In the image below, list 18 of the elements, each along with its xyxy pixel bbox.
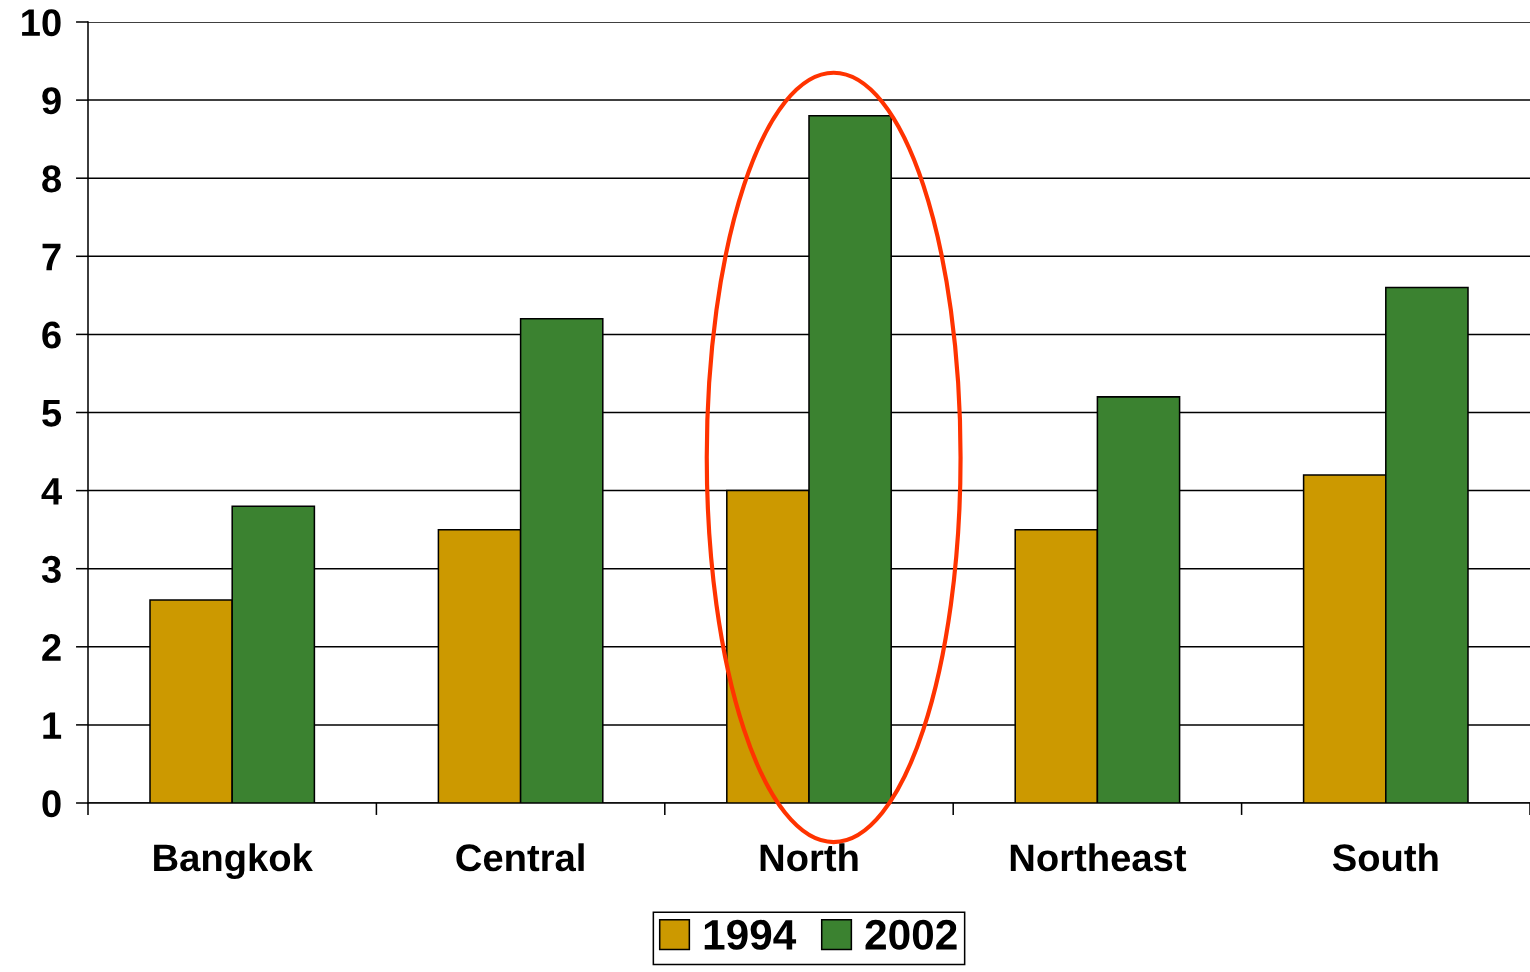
y-tick-label: 4 <box>41 478 62 505</box>
y-tick-label: 0 <box>42 790 61 818</box>
x-tick-label: North <box>760 843 858 872</box>
x-tick-label: South <box>1332 843 1438 872</box>
x-tick-label: Bangkok <box>154 843 313 880</box>
x-tick-label: Central <box>456 843 584 872</box>
y-tick-label: 9 <box>42 87 61 115</box>
y-tick-label: 6 <box>42 321 61 349</box>
y-tick-label: 7 <box>42 243 61 271</box>
y-tick-label: 5 <box>42 400 62 427</box>
y-tick-label: 3 <box>41 555 61 583</box>
y-tick-label: 10 <box>22 9 61 37</box>
legend-label: 2002 <box>865 919 957 950</box>
y-tick-label: 1 <box>43 712 62 739</box>
legend-label: 1994 <box>704 919 797 950</box>
x-tick-label: Northeast <box>1010 843 1187 872</box>
y-tick-label: 2 <box>42 633 61 661</box>
y-tick-label: 8 <box>42 165 61 193</box>
